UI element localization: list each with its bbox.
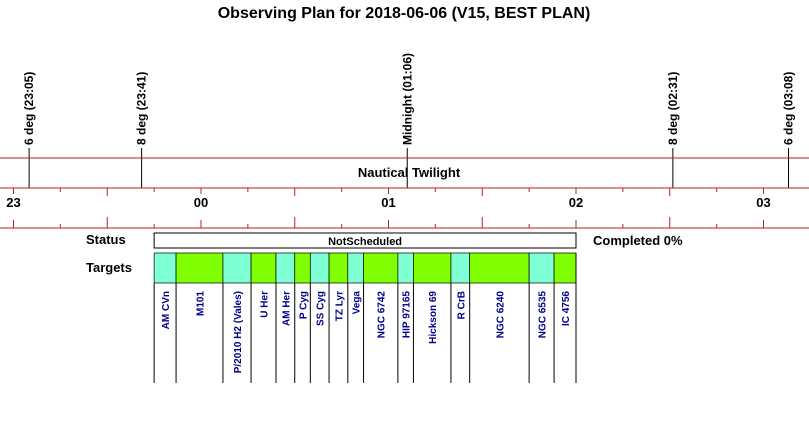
- target-name: P/2010 H2 (Vales): [233, 291, 244, 373]
- hour-tick-label: 23: [6, 195, 20, 210]
- status-box: [153, 232, 577, 249]
- target-block: [450, 252, 471, 284]
- target-block: [250, 252, 277, 284]
- event-label: 8 deg (02:31): [666, 72, 680, 145]
- event-label: 8 deg (23:41): [135, 72, 149, 145]
- status-row-label: Status: [86, 232, 126, 247]
- target-name: Hickson 69: [428, 291, 439, 344]
- target-block: [469, 252, 530, 284]
- target-block: [528, 252, 555, 284]
- status-text: NotScheduled: [328, 236, 402, 248]
- target-name: Vega: [352, 291, 363, 315]
- target-block: [309, 252, 330, 284]
- event-markers: 6 deg (23:05) 8 deg (23:41) Midnight (01:0…: [22, 53, 795, 188]
- target-name: NGC 6535: [538, 291, 549, 339]
- chart-title: Observing Plan for 2018-06-06 (V15, BEST…: [218, 5, 591, 22]
- target-block: [153, 252, 177, 284]
- hour-tick-label: 03: [756, 195, 770, 210]
- target-block: [222, 252, 252, 284]
- target-block: [347, 252, 364, 284]
- hour-tick-label: 00: [194, 195, 208, 210]
- target-name: HIP 97165: [402, 291, 413, 339]
- status-bar: NotScheduled: [153, 232, 577, 249]
- target-name: AM CVn: [161, 291, 172, 329]
- targets-row-label: Targets: [86, 260, 132, 275]
- target-block: [363, 252, 399, 284]
- twilight-band-label: Nautical Twilight: [358, 165, 461, 180]
- target-block: [175, 252, 224, 284]
- target-name: M101: [196, 291, 207, 316]
- target-name: NGC 6742: [377, 291, 388, 339]
- target-block: [553, 252, 577, 284]
- target-name: IC 4756: [561, 291, 572, 326]
- hour-tick-label: 02: [569, 195, 583, 210]
- target-block: [275, 252, 296, 284]
- event-label: Midnight (01:06): [400, 53, 414, 145]
- target-block: [397, 252, 414, 284]
- target-block: [328, 252, 349, 284]
- target-name: U Her: [260, 291, 271, 318]
- target-block: [294, 252, 311, 284]
- event-label: 6 deg (23:05): [22, 72, 36, 145]
- time-axis: 23 00 01 02 03: [0, 157, 809, 229]
- target-name: SS Cyg: [316, 291, 327, 326]
- hour-tick-label: 01: [381, 195, 395, 210]
- target-block: [413, 252, 452, 284]
- target-name: P Cyg: [299, 291, 310, 319]
- target-blocks: AM CVn M101 P/2010 H2 (Vales) U Her AM Her P …: [153, 252, 577, 383]
- target-name: NGC 6240: [495, 291, 506, 339]
- target-name: TZ Lyr: [334, 291, 345, 321]
- target-name: R CrB: [456, 291, 467, 319]
- event-label: 6 deg (03:08): [781, 72, 795, 145]
- completion-text: Completed 0%: [593, 233, 683, 248]
- target-name: AM Her: [281, 291, 292, 326]
